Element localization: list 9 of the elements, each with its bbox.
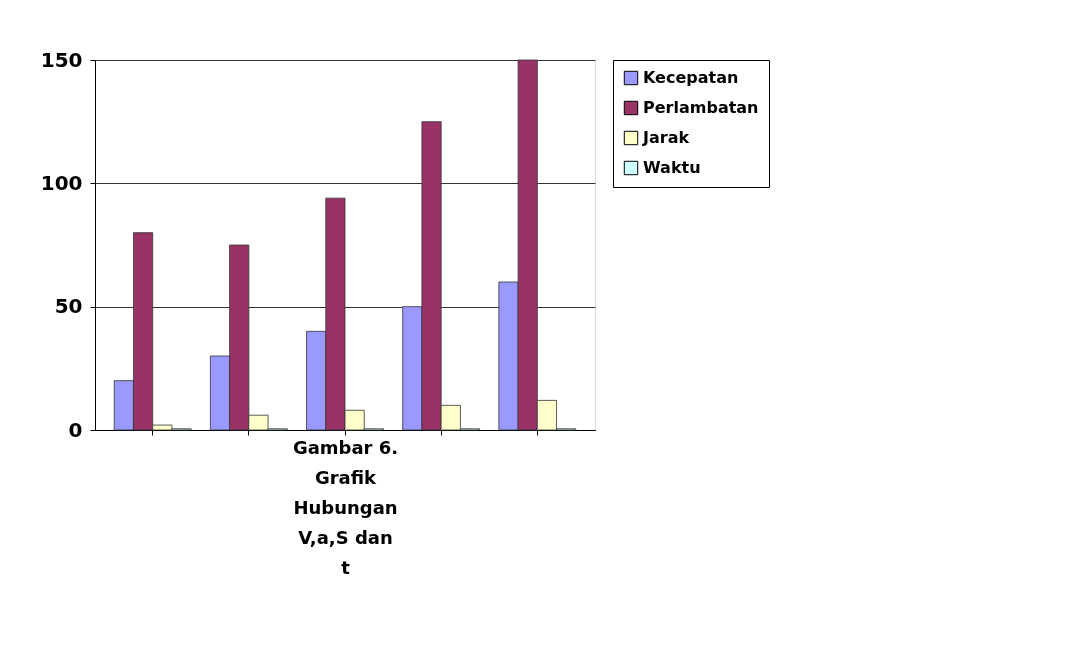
legend-label: Perlambatan (643, 98, 759, 117)
y-tick-label: 100 (40, 170, 83, 195)
x-axis-title: Gambar 6. Grafik Hubungan V,a,S dan t (292, 437, 399, 578)
y-tick-label: 50 (54, 294, 83, 319)
legend-label: Waktu (643, 158, 701, 177)
y-tick-label: 0 (68, 417, 83, 442)
y-tick-label: 150 (40, 47, 83, 72)
legend-label: Kecepatan (643, 68, 739, 87)
legend-label: Jarak (642, 128, 690, 147)
